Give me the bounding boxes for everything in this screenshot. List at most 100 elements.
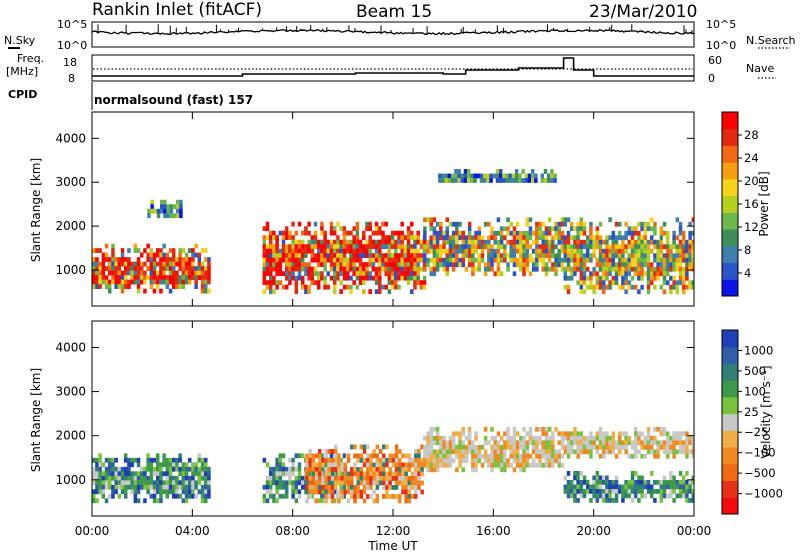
echo-cell bbox=[461, 262, 465, 268]
echo-cell bbox=[640, 248, 644, 254]
echo-cell bbox=[557, 449, 561, 455]
echo-cell bbox=[265, 489, 270, 495]
colorbar-tick-label: −100 bbox=[744, 446, 776, 460]
echo-cell bbox=[281, 248, 286, 254]
echo-cell bbox=[463, 169, 468, 174]
echo-cell bbox=[544, 453, 549, 459]
echo-cell bbox=[502, 178, 506, 183]
echo-cell bbox=[477, 262, 481, 268]
echo-cell bbox=[554, 257, 558, 263]
echo-cell bbox=[342, 266, 347, 272]
nsky-label: N.Sky bbox=[4, 34, 36, 47]
echo-cell bbox=[310, 248, 315, 254]
echo-cell bbox=[585, 440, 590, 446]
echo-cell bbox=[410, 458, 415, 463]
colorbar-segment bbox=[722, 178, 738, 197]
echo-cell bbox=[111, 279, 115, 285]
echo-cell bbox=[662, 449, 667, 455]
echo-cell bbox=[611, 262, 616, 268]
echo-cell bbox=[314, 489, 319, 495]
echo-cell bbox=[515, 453, 520, 459]
echo-cell bbox=[573, 435, 577, 441]
echo-cell bbox=[614, 266, 619, 272]
echo-cell bbox=[149, 466, 154, 472]
echo-cell bbox=[503, 253, 507, 259]
echo-cell bbox=[95, 489, 99, 495]
echo-cell bbox=[300, 253, 305, 259]
echo-cell bbox=[314, 453, 319, 459]
echo-cell bbox=[124, 284, 128, 289]
echo-cell bbox=[92, 475, 96, 481]
echo-cell bbox=[656, 244, 660, 250]
echo-cell bbox=[442, 239, 446, 245]
echo-cell bbox=[108, 480, 112, 486]
echo-cell bbox=[426, 449, 430, 455]
echo-cell bbox=[630, 475, 635, 481]
echo-cell bbox=[543, 169, 548, 174]
echo-cell bbox=[665, 444, 670, 450]
echo-cell bbox=[448, 257, 453, 263]
echo-cell bbox=[595, 235, 600, 241]
echo-cell bbox=[630, 235, 635, 241]
echo-cell bbox=[576, 475, 580, 481]
echo-cell bbox=[320, 466, 324, 472]
echo-cell bbox=[681, 444, 686, 450]
echo-cell bbox=[310, 271, 315, 277]
echo-cell bbox=[637, 266, 641, 272]
echo-cell bbox=[461, 235, 465, 241]
echo-cell bbox=[281, 235, 286, 241]
echo-cell bbox=[297, 480, 302, 486]
echo-cell bbox=[163, 204, 167, 210]
echo-cell bbox=[388, 467, 392, 472]
echo-cell bbox=[146, 252, 150, 258]
echo-cell bbox=[672, 498, 676, 503]
echo-cell bbox=[404, 494, 408, 499]
echo-cell bbox=[200, 288, 205, 294]
echo-cell bbox=[111, 266, 115, 271]
echo-cell bbox=[165, 489, 170, 495]
echo-cell bbox=[483, 239, 488, 245]
echo-cell bbox=[178, 484, 182, 490]
echo-cell bbox=[653, 221, 657, 227]
echo-cell bbox=[560, 239, 565, 245]
echo-cell bbox=[152, 252, 157, 258]
echo-cell bbox=[114, 475, 118, 481]
echo-cell bbox=[451, 262, 456, 268]
echo-cell bbox=[149, 257, 154, 262]
echo-cell bbox=[323, 266, 327, 272]
echo-cell bbox=[608, 284, 612, 290]
echo-cell bbox=[643, 248, 648, 254]
echo-cell bbox=[394, 275, 398, 281]
echo-cell bbox=[605, 449, 609, 455]
colorbar-tick-label: −1000 bbox=[744, 487, 783, 501]
echo-cell bbox=[522, 458, 526, 464]
echo-cell bbox=[506, 217, 510, 223]
echo-cell bbox=[143, 288, 147, 294]
echo-cell bbox=[407, 489, 412, 495]
echo-cell bbox=[143, 480, 147, 486]
echo-cell bbox=[611, 275, 616, 281]
echo-cell bbox=[477, 253, 481, 259]
echo-cell bbox=[649, 266, 654, 272]
echo-cell bbox=[569, 444, 574, 450]
echo-cell bbox=[111, 457, 115, 463]
echo-cell bbox=[281, 480, 286, 486]
echo-cell bbox=[401, 480, 405, 486]
echo-cell bbox=[387, 257, 392, 263]
nave-label: Nave bbox=[746, 62, 774, 75]
echo-cell bbox=[483, 262, 488, 268]
echo-cell bbox=[323, 262, 327, 268]
echo-cell bbox=[582, 280, 587, 286]
echo-cell bbox=[522, 244, 526, 250]
echo-cell bbox=[178, 275, 182, 280]
echo-cell bbox=[336, 262, 340, 268]
echo-cell bbox=[368, 239, 372, 245]
echo-cell bbox=[509, 453, 513, 459]
echo-cell bbox=[429, 462, 433, 468]
echo-cell bbox=[467, 262, 472, 268]
echo-cell bbox=[624, 484, 628, 490]
echo-cell bbox=[339, 266, 343, 272]
echo-cell bbox=[332, 244, 337, 250]
echo-cell bbox=[569, 253, 574, 259]
echo-cell bbox=[350, 494, 354, 499]
